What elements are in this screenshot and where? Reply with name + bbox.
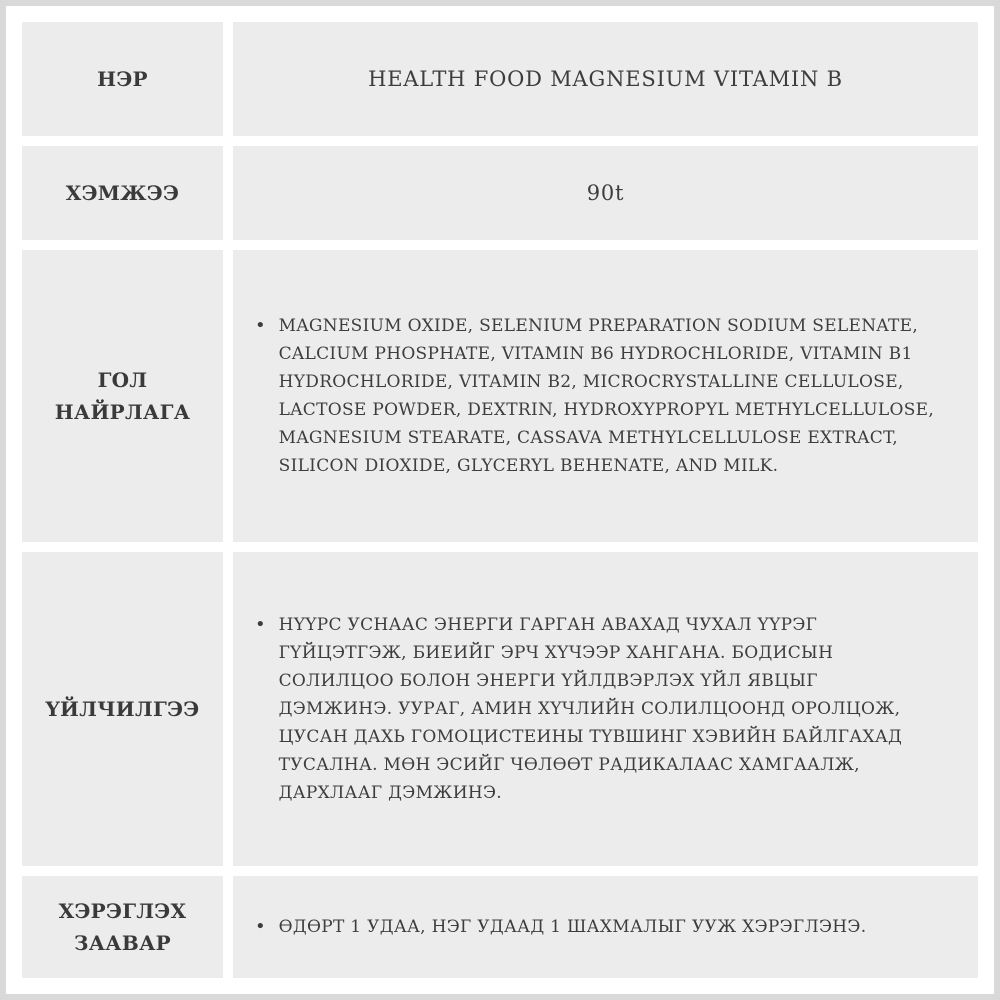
ingredients-text: MAGNESIUM OXIDE, SELENIUM PREPARATION SO… xyxy=(278,316,935,476)
row-function-label: ҮЙЛЧИЛГЭЭ xyxy=(22,552,223,866)
row-function-value: • НҮҮРС УСНААС ЭНЕРГИ ГАРГАН АВАХАД ЧУХА… xyxy=(233,552,978,866)
product-info-table: НЭР HEALTH FOOD MAGNESIUM VITAMIN B ХЭМЖ… xyxy=(22,22,978,978)
row-usage-label: ХЭРЭГЛЭХ ЗААВАР xyxy=(22,876,223,978)
row-quantity-label: ХЭМЖЭЭ xyxy=(22,146,223,240)
row-ingredients-label: ГОЛ НАЙРЛАГА xyxy=(22,250,223,542)
row-quantity-value: 90t xyxy=(233,146,978,240)
row-name-value: HEALTH FOOD MAGNESIUM VITAMIN B xyxy=(233,22,978,136)
bullet-icon: • xyxy=(255,315,266,336)
row-usage-value: • ӨДӨРТ 1 УДАА, НЭГ УДААД 1 ШАХМАЛЫГ УУЖ… xyxy=(233,876,978,978)
function-text: НҮҮРС УСНААС ЭНЕРГИ ГАРГАН АВАХАД ЧУХАЛ … xyxy=(278,615,903,803)
table-frame: НЭР HEALTH FOOD MAGNESIUM VITAMIN B ХЭМЖ… xyxy=(6,6,994,994)
row-name-label: НЭР xyxy=(22,22,223,136)
row-ingredients-value: • MAGNESIUM OXIDE, SELENIUM PREPARATION … xyxy=(233,250,978,542)
list-item: • НҮҮРС УСНААС ЭНЕРГИ ГАРГАН АВАХАД ЧУХА… xyxy=(255,611,902,807)
list-item: • MAGNESIUM OXIDE, SELENIUM PREPARATION … xyxy=(255,312,934,480)
usage-text: ӨДӨРТ 1 УДАА, НЭГ УДААД 1 ШАХМАЛЫГ УУЖ Х… xyxy=(278,917,867,937)
list-item: • ӨДӨРТ 1 УДАА, НЭГ УДААД 1 ШАХМАЛЫГ УУЖ… xyxy=(255,913,866,941)
bullet-icon: • xyxy=(255,614,266,635)
bullet-icon: • xyxy=(255,916,266,937)
